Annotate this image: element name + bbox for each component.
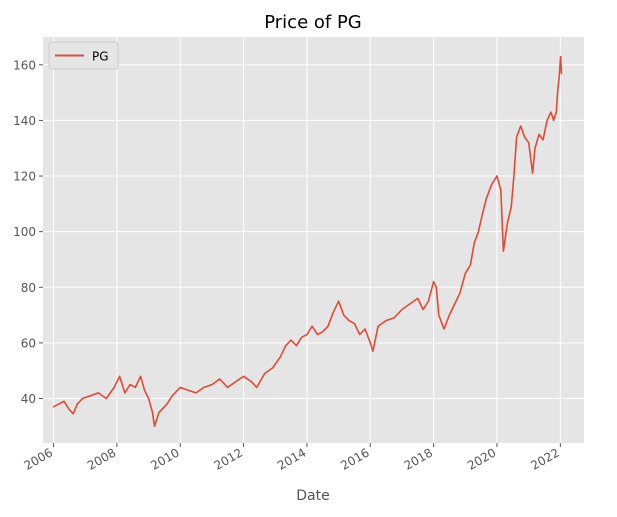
x-tick-label: 2022 [528, 445, 561, 472]
y-tick-label: 40 [21, 392, 36, 406]
x-tick-label: 2006 [22, 445, 55, 472]
y-tick-label: 60 [21, 336, 36, 350]
x-tick-label: 2012 [212, 445, 245, 472]
chart-title: Price of PG [264, 12, 362, 33]
x-tick-label: 2016 [338, 445, 371, 472]
x-tick-label: 2018 [402, 445, 435, 472]
y-tick-label: 160 [13, 58, 36, 72]
y-tick-label: 100 [13, 225, 36, 239]
legend-label-pg: PG [92, 50, 109, 64]
gridlines [43, 37, 584, 443]
y-axis-ticks: 40 60 80 100 120 140 160 [13, 58, 43, 406]
x-axis-label: Date [296, 488, 329, 504]
series-line-pg [52, 55, 563, 428]
x-tick-label: 2008 [85, 445, 118, 472]
y-tick-label: 80 [21, 281, 36, 295]
y-tick-label: 120 [13, 170, 36, 184]
x-axis-ticks: 2006 2008 2010 2012 2014 2016 2018 2020 2022 [22, 443, 562, 473]
legend: PG [48, 41, 119, 70]
plot-area [43, 37, 584, 443]
x-tick-label: 2010 [148, 445, 181, 472]
series-group [52, 55, 563, 428]
x-tick-label: 2014 [275, 445, 308, 472]
y-tick-label: 140 [13, 114, 36, 128]
x-tick-label: 2020 [465, 445, 498, 472]
